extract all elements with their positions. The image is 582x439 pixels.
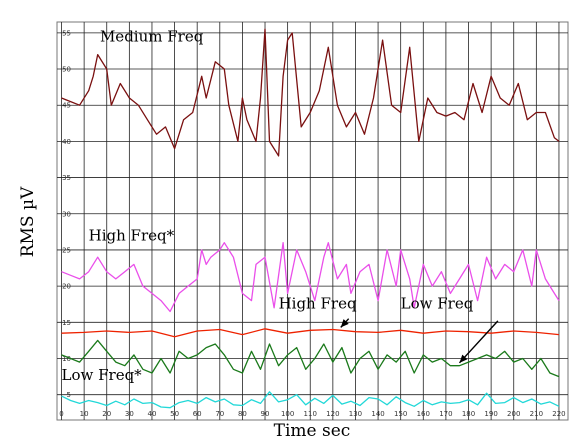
annotation-label: High Freq [279, 295, 357, 313]
x-tick-label: 100 [281, 410, 294, 418]
x-tick-label: 70 [215, 410, 224, 418]
x-tick-label: 190 [484, 410, 497, 418]
y-tick-label: 10 [62, 355, 71, 363]
annotation-label: Low Freq [401, 295, 474, 313]
y-axis-title: RMS µV [18, 186, 38, 257]
x-tick-label: 0 [59, 410, 63, 418]
high-freq-star-line [61, 242, 560, 313]
y-tick-label: 5 [67, 391, 71, 399]
x-tick-label: 220 [552, 410, 565, 418]
low-freq-line [61, 339, 560, 378]
x-tick-label: 40 [148, 410, 157, 418]
medium-freq-line [61, 28, 560, 157]
x-tick-label: 80 [238, 410, 247, 418]
x-tick-label: 30 [125, 410, 134, 418]
y-tick-label: 35 [62, 174, 71, 182]
x-tick-label: 200 [507, 410, 520, 418]
annotation-label: Low Freq* [62, 366, 143, 384]
y-tick-label: 40 [62, 138, 71, 146]
x-tick-label: 150 [394, 410, 407, 418]
grid [57, 22, 568, 420]
y-tick-label: 15 [62, 319, 71, 327]
y-tick-label: 45 [62, 102, 71, 110]
x-tick-labels: 0 10 20 30 40 50 60 70 80 90 100 110 120 130 140 150 160… [59, 410, 565, 418]
y-tick-label: 20 [62, 283, 71, 291]
y-tick-labels: 5 10 15 20 25 30 35 40 45 50 55 [62, 29, 71, 399]
y-tick-label: 25 [62, 246, 71, 254]
plot-area [56, 21, 569, 421]
x-tick-label: 140 [371, 410, 384, 418]
arrow-head [459, 354, 468, 363]
high-freq-line [61, 328, 560, 338]
y-tick-label: 50 [62, 66, 71, 74]
x-tick-label: 20 [102, 410, 111, 418]
x-tick-label: 170 [439, 410, 452, 418]
x-tick-label: 90 [261, 410, 270, 418]
low-freq-star-line [61, 391, 560, 409]
y-tick-label: 55 [62, 29, 71, 37]
x-tick-label: 130 [349, 410, 362, 418]
annotation-label: Medium Freq [100, 28, 204, 46]
x-tick-label: 110 [304, 410, 317, 418]
x-tick-label: 180 [462, 410, 475, 418]
x-tick-label: 10 [80, 410, 89, 418]
y-tick-label: 30 [62, 210, 71, 218]
series-lines [61, 28, 560, 409]
arrow-head [340, 319, 349, 328]
arrow-line [458, 320, 499, 364]
series-annotations: Medium Freq High Freq* High Freq Low Freq Lo… [62, 28, 474, 385]
x-tick-label: 120 [326, 410, 339, 418]
x-axis-title: Time sec [274, 421, 351, 439]
x-tick-label: 60 [193, 410, 202, 418]
x-tick-label: 210 [530, 410, 543, 418]
annotation-label: High Freq* [89, 227, 175, 245]
annotation-arrows [340, 318, 499, 364]
x-tick-label: 160 [417, 410, 430, 418]
x-tick-label: 50 [170, 410, 179, 418]
